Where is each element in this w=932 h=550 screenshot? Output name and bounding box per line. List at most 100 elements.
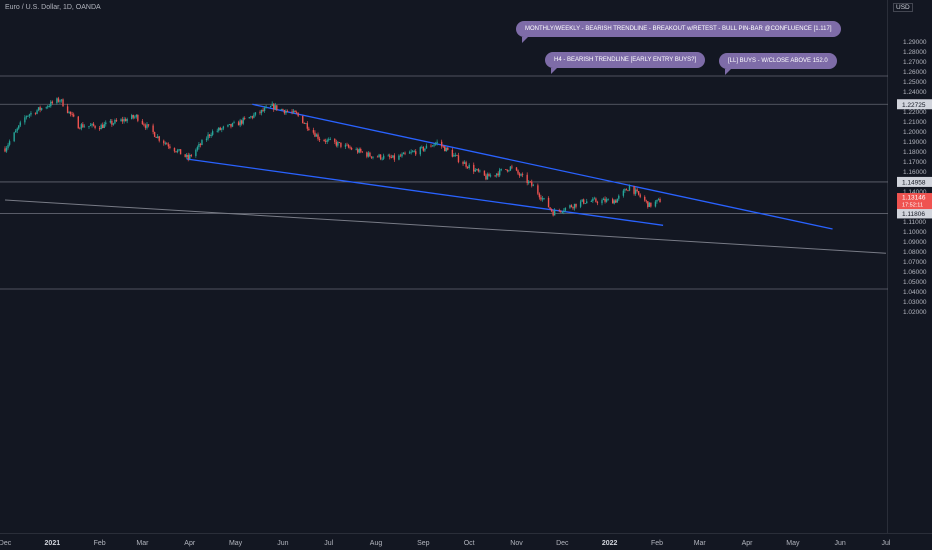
candle: [367, 151, 370, 158]
candle-body: [573, 203, 576, 209]
candle-body: [570, 205, 573, 208]
candle-body: [563, 210, 565, 212]
candle-body: [327, 139, 330, 141]
time-axis[interactable]: Dec 2021 Feb Mar Apr May Jun Jul Aug Sep Oct Nov Dec…: [0, 540, 891, 547]
candle-body: [282, 109, 284, 111]
candle-body: [283, 110, 286, 114]
candle: [477, 168, 480, 173]
candle-body: [205, 138, 208, 141]
candle: [262, 107, 264, 113]
candle: [344, 143, 347, 149]
candle-body: [91, 123, 93, 126]
currency-label[interactable]: USD: [893, 3, 913, 12]
candle-body: [434, 143, 437, 145]
candle: [4, 146, 6, 153]
annotation-h4-trendline[interactable]: H4 - BEARISH TRENDLINE [EARLY ENTRY BUYS…: [545, 52, 706, 74]
candle: [228, 123, 231, 126]
candle-body: [564, 207, 567, 211]
candle: [45, 106, 47, 110]
candle: [573, 203, 576, 211]
candle-body: [379, 154, 382, 160]
candle-body: [62, 99, 64, 107]
candle: [24, 115, 26, 125]
candle-body: [115, 120, 118, 122]
candle-body: [45, 107, 47, 109]
candle: [372, 156, 374, 160]
candle: [376, 155, 379, 158]
time-tick-label: May: [786, 540, 800, 547]
price-axis[interactable]: 1.29000 1.28000 1.27000 1.26000 1.25000 1.240…: [903, 39, 927, 316]
candle: [297, 112, 299, 118]
candle: [198, 141, 200, 150]
candle: [131, 113, 133, 120]
candle: [14, 129, 17, 133]
candle: [231, 122, 234, 128]
candle: [628, 184, 631, 192]
candle-body: [176, 150, 179, 153]
candle: [126, 117, 128, 124]
candle: [155, 136, 157, 138]
candle: [189, 153, 191, 161]
candle-body: [575, 203, 577, 207]
candle: [18, 125, 20, 130]
candle: [463, 160, 466, 164]
candle-body: [521, 174, 524, 176]
candle: [624, 188, 626, 193]
candle-body: [613, 200, 615, 204]
candle: [315, 133, 318, 137]
candle-body: [132, 115, 134, 118]
candle-body: [488, 173, 490, 177]
time-tick-label: May: [229, 540, 243, 547]
candle-body: [463, 162, 466, 164]
candle-body: [401, 154, 403, 157]
candle: [360, 147, 362, 154]
candle-body: [361, 151, 363, 153]
candle-body: [124, 119, 127, 122]
candle-body: [424, 148, 426, 151]
candle-body: [648, 202, 651, 207]
candle: [323, 138, 325, 142]
candle-body: [89, 125, 92, 127]
candle-body: [30, 112, 32, 115]
candle-body: [456, 154, 458, 156]
candle-body: [604, 198, 606, 202]
annotation-ll-buys[interactable]: [LL] BUYS - W/CLOSE ABOVE 152.0: [719, 53, 837, 75]
plot-area[interactable]: [0, 0, 888, 550]
candle: [622, 188, 625, 198]
candle: [16, 127, 18, 134]
candle-body: [109, 120, 112, 123]
candle-body: [19, 122, 21, 126]
candle: [489, 173, 492, 178]
candle: [508, 169, 510, 173]
candle-body: [637, 191, 640, 195]
candle-body: [468, 164, 470, 168]
annotation-monthly-weekly[interactable]: MONTHLY/WEEKLY - BEARISH TRENDLINE - BRE…: [516, 21, 841, 43]
candle: [521, 172, 524, 178]
candle-body: [499, 169, 501, 176]
candle-body: [4, 148, 6, 152]
candles: [4, 96, 661, 217]
candle: [314, 130, 316, 138]
candle-body: [233, 122, 235, 124]
candle: [221, 127, 223, 133]
candle: [575, 203, 577, 209]
candle-body: [25, 116, 28, 118]
candle-body: [541, 198, 544, 200]
candle-body: [517, 170, 519, 174]
candle: [601, 198, 603, 206]
candle: [637, 190, 640, 196]
candle-body: [103, 124, 105, 129]
candle-body: [369, 152, 371, 157]
candle-body: [382, 155, 385, 159]
level-price-badge: 1.11806: [897, 208, 932, 219]
candle-body: [511, 166, 513, 168]
trendline-long-term: [4, 199, 887, 254]
candle-body: [24, 117, 26, 123]
candle-body: [323, 140, 325, 141]
candle: [558, 208, 560, 213]
level-price-badge: 1.14958: [897, 176, 932, 187]
candle-body: [69, 111, 72, 115]
candle-body: [56, 98, 58, 104]
candle-body: [393, 155, 396, 160]
